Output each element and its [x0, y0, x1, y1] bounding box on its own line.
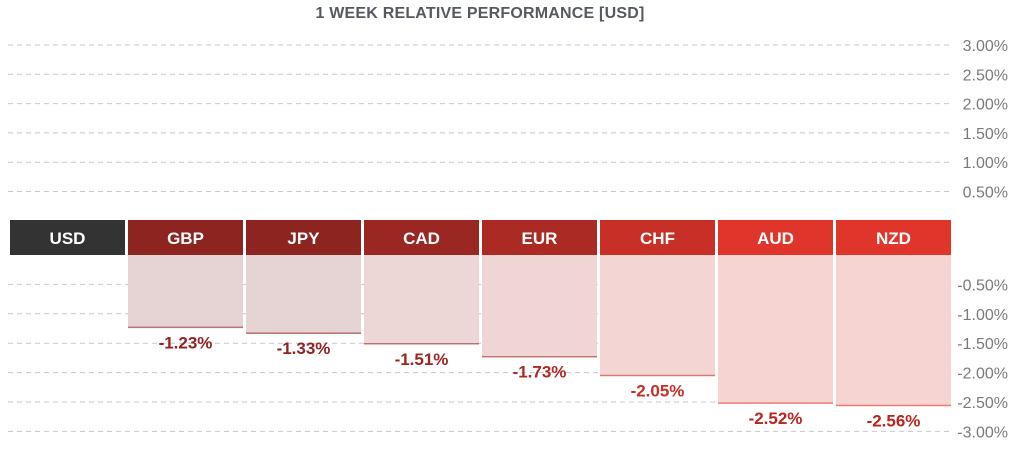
category-header [718, 220, 833, 255]
category-header [128, 220, 243, 255]
bar [600, 255, 715, 376]
y-tick-label: 2.50% [963, 67, 1008, 84]
y-tick-label: -0.50% [957, 277, 1008, 294]
value-label: -1.73% [513, 363, 567, 382]
base-currency-header [10, 220, 125, 255]
chart-title: 1 WEEK RELATIVE PERFORMANCE [USD] [315, 5, 645, 22]
category-header [246, 220, 361, 255]
y-tick-label: 2.00% [963, 97, 1008, 114]
category-label: CAD [403, 229, 440, 248]
y-tick-label: -2.50% [957, 395, 1008, 412]
category-header [364, 220, 479, 255]
y-tick-label: 1.50% [963, 126, 1008, 143]
bar [836, 255, 951, 406]
category-headers: USD GBP JPY CAD EUR CHF AUD NZD [10, 220, 951, 255]
y-tick-label: 3.00% [963, 38, 1008, 55]
y-tick-label: -1.00% [957, 307, 1008, 324]
y-tick-label: 0.50% [963, 185, 1008, 202]
bar [246, 255, 361, 334]
category-label: NZD [876, 229, 911, 248]
bar [364, 255, 479, 344]
value-labels: -1.23% -1.33% -1.51% -1.73% -2.05% -2.52% -2.5… [159, 333, 921, 430]
bar [128, 255, 243, 328]
bars [128, 255, 951, 407]
value-label: -1.51% [395, 350, 449, 369]
base-currency-label: USD [50, 229, 86, 248]
category-label: EUR [522, 229, 558, 248]
bar [482, 255, 597, 357]
category-label: AUD [757, 229, 794, 248]
value-label: -2.05% [631, 382, 685, 401]
category-label: CHF [640, 229, 675, 248]
value-label: -2.56% [867, 412, 921, 431]
category-header [836, 220, 951, 255]
category-label: JPY [287, 229, 320, 248]
bar [718, 255, 833, 404]
value-label: -2.52% [749, 409, 803, 428]
category-header [600, 220, 715, 255]
value-label: -1.23% [159, 333, 213, 352]
y-tick-label: 1.00% [963, 155, 1008, 172]
value-label: -1.33% [277, 339, 331, 358]
y-axis-ticks: 3.00% 2.50% 2.00% 1.50% 1.00% 0.50% -0.50% -1.0… [957, 38, 1008, 441]
category-label: GBP [167, 229, 204, 248]
category-header [482, 220, 597, 255]
y-tick-label: -2.00% [957, 366, 1008, 383]
y-tick-label: -3.00% [957, 424, 1008, 441]
y-tick-label: -1.50% [957, 336, 1008, 353]
